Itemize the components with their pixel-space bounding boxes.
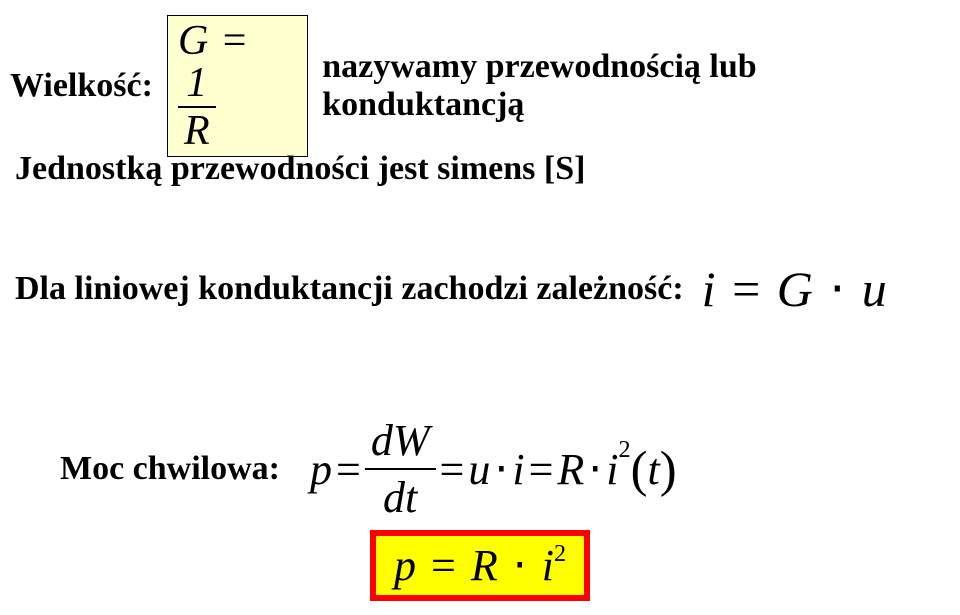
highlight-formula: p = R ⋅ i2 [370,530,590,601]
frac-dW: dW [365,415,436,468]
sym-i5: i [542,541,554,590]
eq-4c: = [525,444,558,495]
eq-sign-3a: = [728,261,764,317]
sym-i: i [702,261,716,317]
line2-text: Jednostką przewodności jest simens [S] [15,150,585,188]
sym-R5: R [471,541,498,590]
sym-p5: p [394,541,416,590]
line4-row: Moc chwilowa: p = dW dt = u ⋅ i = R ⋅ i2… [60,415,677,523]
page: Wielkość: G = 1 R nazywamy przewodnością… [0,0,960,615]
eq-sign: = [219,18,251,64]
lparen: ( [631,440,648,498]
dot-4a: ⋅ [490,444,512,495]
eq-4b: = [436,444,469,495]
sym-u4: u [468,444,490,495]
sym-p: p [310,444,332,495]
line4-label: Moc chwilowa: [60,450,280,488]
dot-5: ⋅ [509,541,531,590]
line1-row: Wielkość: G = 1 R nazywamy przewodnością… [10,15,960,157]
sym-i4: i [512,444,524,495]
equation-power: p = dW dt = u ⋅ i = R ⋅ i2 (t) [310,415,677,523]
sym-G3: G [777,261,813,317]
sup-2b: 2 [554,540,566,567]
sym-t: t [647,444,659,495]
sym-R4: R [557,444,584,495]
fraction-1-over-R: 1 R [178,62,216,152]
line3-row: Dla liniowej konduktancji zachodzi zależ… [15,260,887,318]
line1-tail: nazywamy przewodnością lub konduktancją [322,48,960,124]
line1-label: Wielkość: [10,67,153,105]
rparen: ) [660,440,677,498]
dot-4b: ⋅ [584,444,606,495]
equation-i-eq-Gu: i = G ⋅ u [702,260,887,318]
dot-3: ⋅ [825,261,849,317]
sym-u3: u [862,261,887,317]
frac-den: R [178,106,216,152]
eq-4a: = [332,444,365,495]
frac-num: 1 [178,62,216,106]
sup-2a: 2 [619,436,631,464]
equation-p-Ri2: p = R ⋅ i2 [376,536,584,595]
formula-conductance-def: G = 1 R [167,15,308,157]
fraction-dW-dt: dW dt [365,415,436,523]
highlight-border: p = R ⋅ i2 [370,530,590,601]
sym-G: G [178,18,208,64]
sym-i4b: i [606,444,618,495]
line3-label: Dla liniowej konduktancji zachodzi zależ… [15,270,684,308]
eq-5: = [427,541,460,590]
frac-dt: dt [365,468,436,523]
